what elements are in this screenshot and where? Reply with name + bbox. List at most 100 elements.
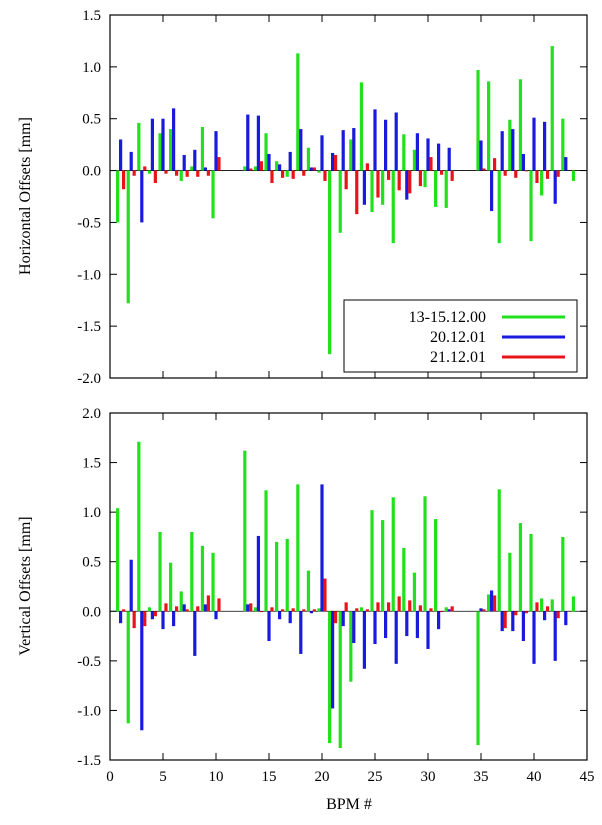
bar — [172, 611, 176, 627]
bar — [355, 608, 359, 612]
bar — [174, 606, 179, 612]
bar — [291, 170, 295, 179]
bar — [429, 608, 433, 612]
bar — [306, 570, 311, 612]
bar — [381, 170, 385, 205]
vertical-offsets-panel: -1.5 -1.0 -0.5 0.0 0.5 1.0 1.5 2.0 0 5 10 15 20 25 30 3… — [17, 406, 595, 785]
bar — [355, 170, 359, 215]
bar — [524, 170, 528, 172]
bar — [214, 611, 218, 620]
y-tick-label: 0.5 — [82, 112, 101, 128]
bar — [405, 611, 409, 637]
legend-label: 13-15.12.00 — [409, 309, 486, 326]
bar — [553, 611, 557, 661]
x-tick-label: 45 — [580, 769, 595, 785]
bar — [550, 599, 554, 612]
bar — [275, 161, 279, 171]
bar — [278, 611, 282, 620]
y-tick-label: 1.0 — [82, 60, 101, 76]
bar — [302, 609, 306, 612]
bar — [412, 149, 417, 171]
bar — [444, 170, 448, 208]
bar — [365, 609, 369, 612]
bar — [169, 129, 173, 171]
bar — [153, 170, 157, 184]
bar — [349, 611, 353, 682]
bar — [500, 611, 504, 632]
y-tick-label: 0.0 — [82, 604, 101, 620]
bar — [121, 609, 126, 612]
bar — [418, 170, 422, 187]
bar — [161, 118, 165, 171]
bar — [280, 170, 285, 178]
bar — [190, 166, 194, 171]
bar — [412, 572, 417, 612]
bar — [450, 606, 454, 612]
bar — [497, 489, 501, 612]
bar — [503, 170, 507, 176]
bar — [129, 559, 133, 612]
x-tick-label: 30 — [421, 769, 436, 785]
bar — [362, 170, 366, 205]
bar — [185, 170, 189, 177]
bar — [338, 170, 342, 233]
bar — [331, 611, 335, 709]
bar — [203, 167, 207, 171]
bar — [482, 609, 486, 612]
bar — [190, 531, 194, 612]
bar — [418, 605, 422, 612]
bar — [179, 591, 183, 612]
bar — [341, 130, 345, 171]
legend-label: 20.12.01 — [430, 329, 486, 346]
bar — [153, 611, 157, 617]
bar — [256, 115, 260, 171]
bar — [508, 119, 512, 171]
bar — [328, 170, 332, 355]
bar — [275, 541, 279, 612]
bar — [217, 157, 221, 171]
y-tick-label: -0.5 — [77, 654, 101, 670]
y-tick-label: -1.0 — [77, 703, 101, 719]
y-tick-label: 2.0 — [82, 406, 101, 422]
bar — [182, 604, 186, 612]
legend-label: 21.12.01 — [430, 349, 486, 366]
bar — [309, 611, 313, 614]
bar — [270, 607, 274, 612]
bar — [341, 611, 345, 627]
bar — [172, 108, 176, 171]
bar — [203, 604, 207, 612]
bar — [490, 170, 494, 212]
bar — [280, 609, 285, 612]
bar — [309, 167, 313, 171]
bar — [482, 168, 486, 171]
bar — [285, 170, 289, 177]
bar — [158, 133, 162, 171]
bar — [121, 170, 126, 190]
bar — [249, 603, 253, 612]
bar — [518, 523, 523, 612]
bar — [182, 155, 186, 171]
bar — [352, 611, 356, 644]
bar — [545, 606, 550, 612]
bar — [535, 170, 539, 184]
bar — [447, 147, 451, 171]
bar — [323, 578, 327, 612]
bar — [376, 602, 380, 612]
y-tick-label: 1.5 — [82, 8, 101, 24]
bar — [352, 128, 356, 171]
bar — [503, 611, 507, 629]
bar — [437, 611, 441, 630]
bar — [147, 170, 152, 174]
bar — [193, 149, 197, 171]
bar — [164, 170, 168, 174]
bar — [415, 611, 419, 639]
bar — [373, 109, 377, 171]
bar — [150, 118, 154, 171]
bar — [386, 602, 391, 612]
bar — [140, 170, 144, 223]
bar — [333, 155, 338, 171]
x-tick-label: 5 — [159, 769, 167, 785]
y-tick-label: 1.5 — [82, 456, 101, 472]
horizontal-offsets-panel: -2.0 -1.5 -1.0 -0.5 0.0 0.5 1.0 1.5 Horizontal O… — [17, 8, 588, 387]
